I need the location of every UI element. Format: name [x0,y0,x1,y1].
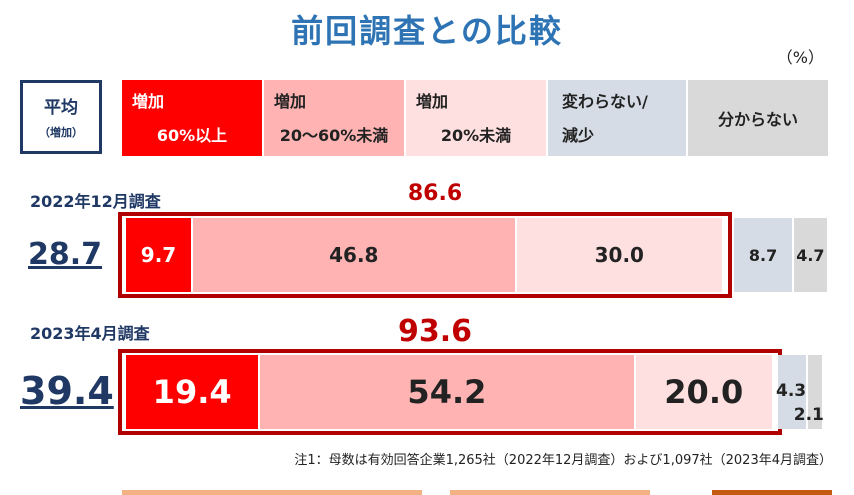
legend-cell-increase-60-plus: 増加 60%以上 [122,80,262,156]
legend-label: 20～60%未満 [279,126,389,145]
average-legend-box: 平均 （増加） [20,80,102,154]
seg-increase-60-plus: 19.4 [126,355,259,429]
value-label: 9.7 [140,243,177,267]
chart-title: 前回調査との比較 [291,12,563,50]
legend-cell-increase-under-20: 増加 20%未満 [406,80,546,156]
legend-label: 増加 [132,92,165,111]
legend-cell-unchanged-decrease: 変わらない/ 減少 [548,80,686,156]
value-label: 30.0 [594,243,644,267]
survey-label-2023-04: 2023年4月調査 [30,324,150,343]
value-label: 19.4 [152,373,232,411]
seg-increase-under-20: 30.0 [516,218,722,292]
legend-cell-unknown: 分からない [688,80,828,156]
legend-label: 分からない [717,110,798,129]
bottom-strip [122,490,422,495]
value-label: 8.7 [748,245,778,265]
seg-unchanged-decrease [778,355,806,429]
footnote: 注1：母数は有効回答企業1,265社（2022年12月調査）および1,097社（… [294,453,832,468]
legend-label: 60%以上 [156,126,228,145]
value-label: 4.7 [796,245,825,265]
legend-label: 20%未満 [440,126,512,145]
seg-unknown: 4.7 [794,218,827,292]
bottom-strip [712,490,832,495]
bottom-strip [450,490,650,495]
value-label: 54.2 [407,373,487,411]
legend-label: 変わらない/ [562,92,648,111]
value-label: 2.1 [793,405,824,425]
survey-label-2022-12: 2022年12月調査 [30,192,161,211]
value-label: 4.3 [776,381,807,401]
seg-increase-20-60: 46.8 [193,218,515,292]
seg-increase-under-20: 20.0 [635,355,772,429]
legend-label: 減少 [562,126,595,145]
average-legend-title: 平均 [44,98,78,118]
legend-cell-increase-20-60: 増加 20～60%未満 [264,80,404,156]
value-label: 46.8 [329,243,379,267]
seg-unknown [807,355,823,429]
increase-total-2022-12: 86.6 [407,181,463,206]
increase-total-2023-04: 93.6 [397,314,473,349]
legend-label: 増加 [274,92,307,111]
average-value-2022-12: 28.7 [28,237,103,272]
seg-increase-20-60: 54.2 [260,355,634,429]
average-value-2023-04: 39.4 [20,369,114,413]
increase-frame-2022-12 [118,212,732,298]
seg-unchanged-decrease: 8.7 [734,218,793,292]
unit-label: （%） [776,48,824,67]
average-legend-sub: （増加） [39,126,83,139]
legend-label: 増加 [416,92,449,111]
seg-increase-60-plus: 9.7 [126,218,192,292]
value-label: 20.0 [664,373,744,411]
